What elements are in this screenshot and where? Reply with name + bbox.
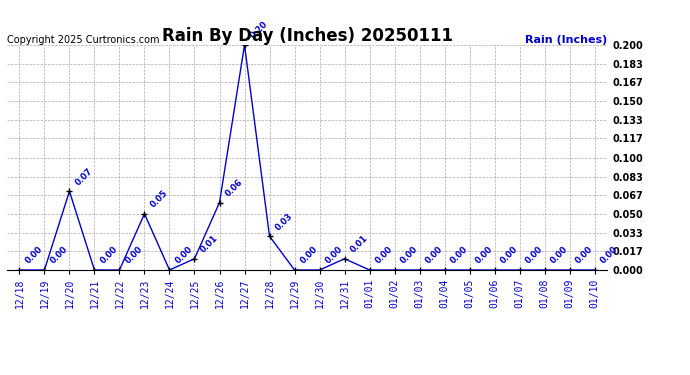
Text: 0.00: 0.00 — [174, 245, 195, 266]
Text: 0.20: 0.20 — [248, 20, 270, 41]
Text: 0.00: 0.00 — [524, 245, 544, 266]
Text: 0.00: 0.00 — [574, 245, 595, 266]
Text: Copyright 2025 Curtronics.com: Copyright 2025 Curtronics.com — [7, 35, 159, 45]
Text: 0.05: 0.05 — [148, 189, 170, 210]
Text: 0.00: 0.00 — [48, 245, 70, 266]
Text: 0.00: 0.00 — [474, 245, 495, 266]
Text: 0.07: 0.07 — [74, 166, 95, 187]
Text: 0.00: 0.00 — [374, 245, 395, 266]
Text: 0.06: 0.06 — [224, 177, 245, 198]
Title: Rain By Day (Inches) 20250111: Rain By Day (Inches) 20250111 — [161, 27, 453, 45]
Text: 0.00: 0.00 — [299, 245, 319, 266]
Text: 0.00: 0.00 — [599, 245, 620, 266]
Text: 0.01: 0.01 — [348, 234, 370, 255]
Text: 0.01: 0.01 — [199, 234, 219, 255]
Text: 0.03: 0.03 — [274, 211, 295, 232]
Text: 0.00: 0.00 — [499, 245, 520, 266]
Text: 0.00: 0.00 — [124, 245, 144, 266]
Text: 0.00: 0.00 — [424, 245, 444, 266]
Text: 0.00: 0.00 — [23, 245, 44, 266]
Text: 0.00: 0.00 — [549, 245, 570, 266]
Text: 0.00: 0.00 — [399, 245, 420, 266]
Text: Rain (Inches): Rain (Inches) — [525, 35, 607, 45]
Text: 0.00: 0.00 — [99, 245, 119, 266]
Text: 0.00: 0.00 — [448, 245, 470, 266]
Text: 0.00: 0.00 — [324, 245, 344, 266]
